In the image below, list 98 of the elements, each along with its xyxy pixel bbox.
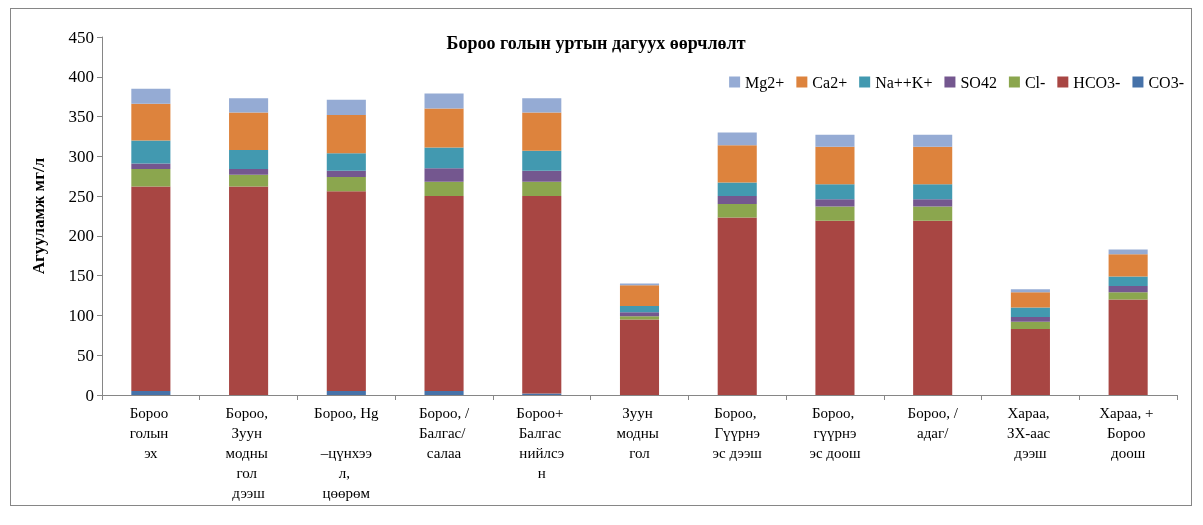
bar [522, 170, 562, 182]
bar [131, 163, 171, 170]
bar [424, 93, 464, 109]
bar [815, 134, 855, 147]
bar [717, 182, 757, 197]
x-tick-label: Зуун модны гол [616, 405, 663, 461]
y-tick-label: 50 [77, 345, 94, 365]
bar [1010, 289, 1050, 293]
chart-title: Бороо голын уртын дагуух өөрчлөлт [446, 33, 746, 53]
bar [1010, 321, 1050, 329]
bar [326, 391, 366, 395]
legend-label: Cl- [1024, 73, 1046, 91]
x-tick-label: Бороо+ Балгас нийлсэн [516, 405, 568, 481]
x-tick-label: Бороо голын эх [129, 405, 173, 461]
y-tick-label: 100 [68, 305, 94, 325]
bar [326, 153, 366, 171]
bar [1108, 276, 1148, 287]
x-tick-label: Бороо, /адаг/ [907, 405, 959, 441]
y-tick-label: 0 [85, 385, 94, 405]
bar [913, 134, 953, 147]
bar [326, 177, 366, 192]
bar [522, 112, 562, 151]
y-axis-title: Агууламж мг/л [29, 157, 48, 275]
bar [424, 391, 464, 395]
bar [1010, 292, 1050, 308]
legend-label: Mg2+ [745, 73, 785, 92]
category-label: Бороо, Hg –цүнхээл, цөөрөм [314, 405, 379, 501]
bar [1108, 292, 1148, 300]
bar [229, 169, 269, 175]
bar [717, 204, 757, 218]
bar [424, 196, 464, 392]
bar [131, 103, 171, 141]
x-tick-label: Бороо, Зуун модны гол дээш [225, 405, 272, 501]
bar [326, 191, 366, 392]
bar [424, 108, 464, 148]
bar [1108, 286, 1148, 293]
x-tick-label: Бороо, гүүрнээс доош [809, 405, 861, 461]
y-tick-label: 450 [68, 27, 94, 47]
bar [229, 98, 269, 113]
bar [717, 132, 757, 146]
x-tick-label: Хараа, ЗХ-аас дээш [1006, 405, 1054, 461]
x-tick-label: Бороо, Гүүрнээс дээш [712, 405, 763, 461]
bar [815, 199, 855, 207]
bar [1108, 254, 1148, 277]
bar [522, 150, 562, 171]
bar [619, 312, 660, 317]
y-tick-label: 250 [68, 186, 94, 206]
bar [1010, 328, 1050, 395]
bar [1108, 299, 1148, 395]
bar [1010, 307, 1050, 318]
y-tick-label: 350 [68, 107, 94, 127]
bar [815, 206, 855, 221]
bar [522, 196, 562, 394]
bar [424, 168, 464, 182]
bar [913, 199, 953, 207]
bar [619, 305, 660, 313]
bar [913, 184, 953, 200]
bar [131, 186, 171, 392]
bar [326, 114, 366, 154]
bar [424, 181, 464, 197]
bar [229, 112, 269, 150]
bar [717, 145, 757, 183]
bar [913, 146, 953, 185]
bar [815, 146, 855, 185]
bar [1010, 317, 1050, 322]
x-tick-label: Хараа, + Бороо доош [1099, 405, 1158, 461]
bar [815, 220, 855, 395]
bar [522, 98, 562, 113]
bar [326, 170, 366, 178]
bar [522, 181, 562, 197]
y-tick-label: 150 [68, 266, 94, 286]
bar [229, 149, 269, 170]
legend-label: Na++K+ [875, 73, 933, 91]
legend-label: SO42 [960, 73, 997, 91]
bar [1108, 249, 1148, 255]
bar [717, 217, 757, 395]
bar [619, 319, 660, 395]
bar [619, 285, 660, 306]
x-tick-label: Бороо, /Балгас/ салаа [418, 405, 471, 461]
bar [131, 88, 171, 104]
bar [913, 220, 953, 395]
bar [815, 184, 855, 200]
y-tick-label: 200 [68, 226, 94, 246]
bar [229, 174, 269, 187]
bar [131, 391, 171, 395]
bar [619, 316, 660, 320]
bar [717, 196, 757, 205]
legend-label: CO3- [1148, 73, 1185, 91]
bar [131, 140, 171, 164]
legend-label: HCO3- [1073, 73, 1121, 91]
bar [913, 206, 953, 221]
y-tick-label: 300 [68, 146, 94, 166]
bar [326, 99, 366, 115]
bar [424, 147, 464, 169]
legend-label: Ca2+ [812, 73, 848, 91]
bar [131, 169, 171, 187]
bar [229, 186, 269, 395]
y-tick-label: 400 [68, 67, 94, 87]
